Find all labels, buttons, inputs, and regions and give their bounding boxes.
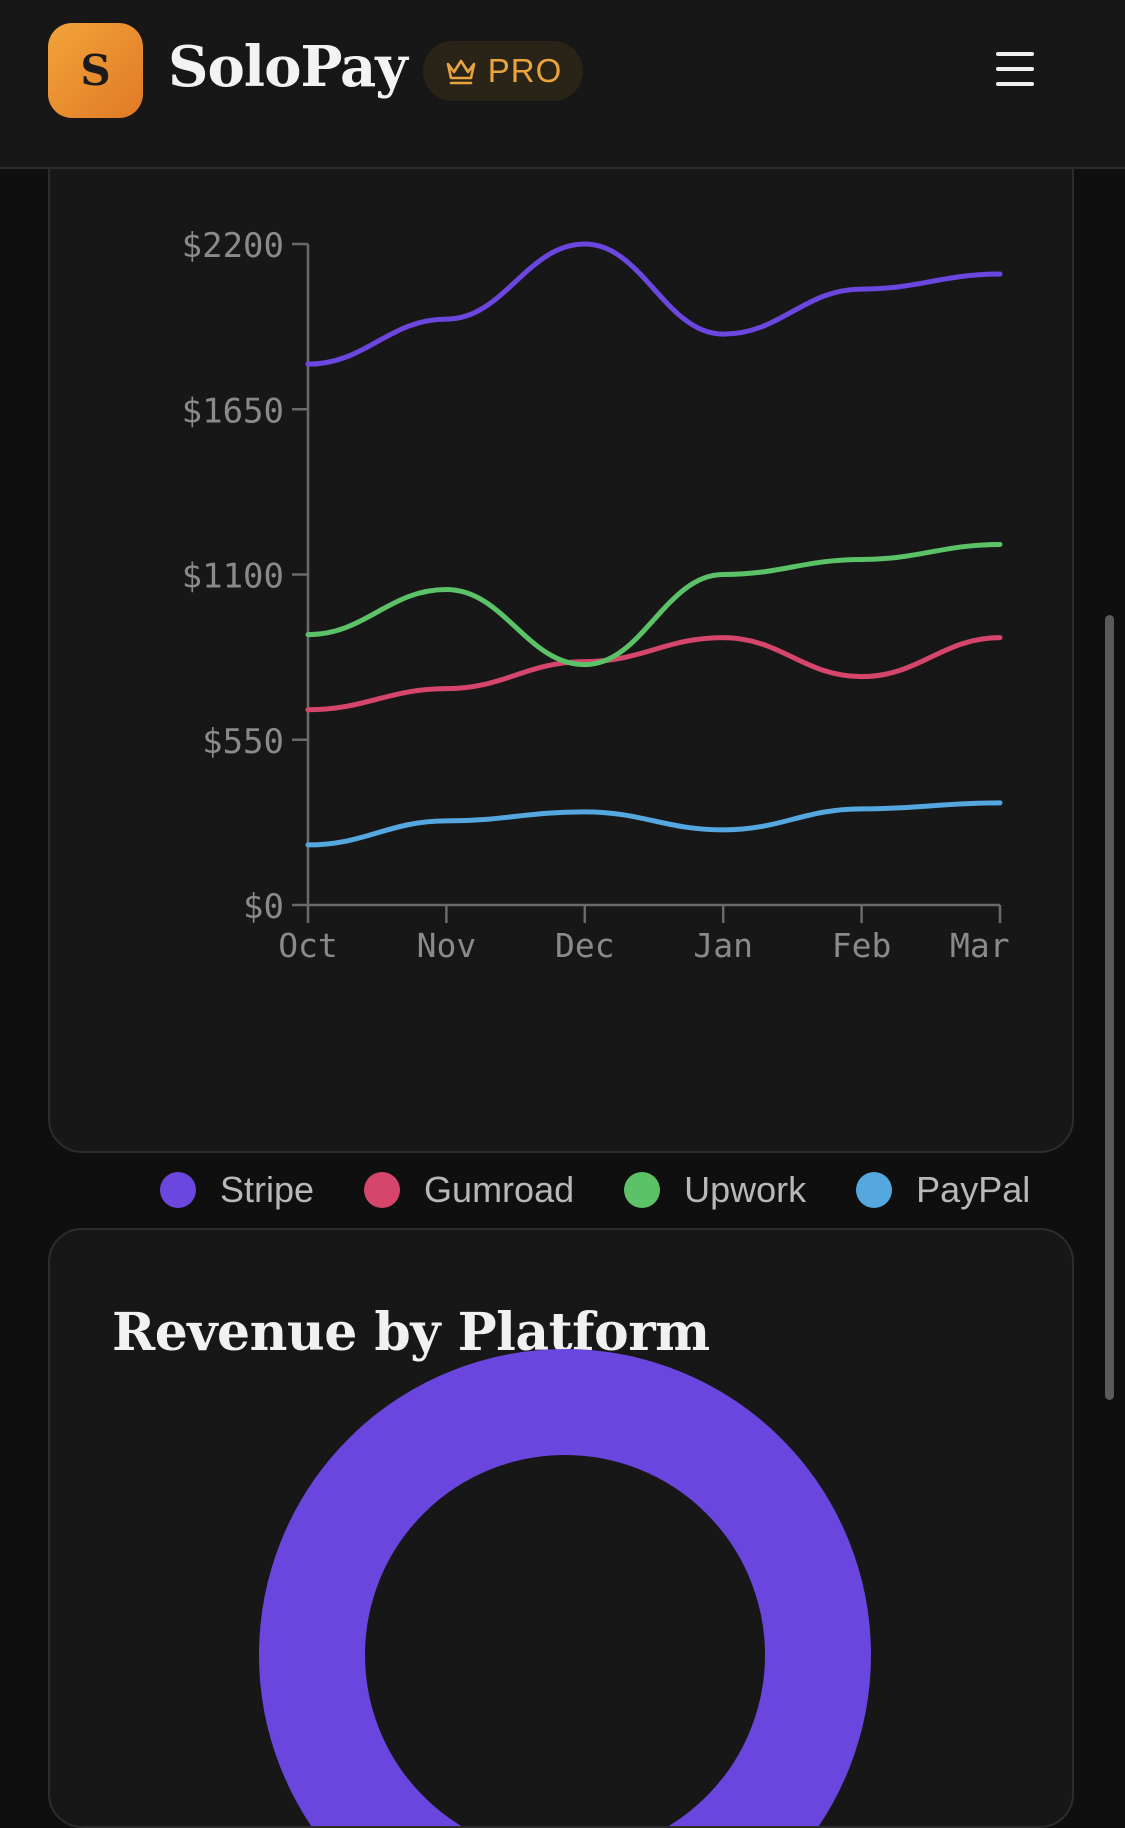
app-logo[interactable]: S — [48, 23, 143, 118]
x-tick-label: Jan — [693, 926, 753, 965]
x-tick-label: Feb — [832, 926, 892, 965]
x-tick-label: Oct — [278, 926, 338, 965]
y-tick-label: $1650 — [182, 391, 284, 431]
legend-label: Upwork — [684, 1169, 807, 1210]
hamburger-icon[interactable] — [996, 52, 1036, 88]
x-tick-label: Dec — [555, 926, 615, 965]
legend-label: PayPal — [916, 1169, 1031, 1210]
pro-badge-label: PRO — [487, 52, 563, 89]
legend-swatch — [856, 1172, 893, 1208]
series-line-gumroad — [305, 635, 1003, 713]
series-line-upwork — [305, 541, 1003, 668]
logo-letter: S — [80, 46, 111, 95]
legend-swatch — [624, 1172, 661, 1208]
app-name: SoloPay — [168, 34, 408, 100]
series-line-stripe — [305, 241, 1003, 367]
x-tick-label: Nov — [417, 926, 477, 965]
scrollbar[interactable] — [1105, 615, 1114, 1400]
pro-badge: PRO — [423, 41, 583, 101]
y-tick-label: $2200 — [182, 226, 284, 266]
y-tick-label: $550 — [202, 722, 284, 762]
legend-item-gumroad[interactable]: Gumroad — [364, 1169, 574, 1211]
donut-segment[interactable] — [259, 1349, 871, 1828]
x-tick-label: Mar — [950, 926, 1010, 965]
legend-label: Gumroad — [424, 1169, 575, 1210]
revenue-trend-card: $0 $550 $1100 $1650 $2200 Oct Nov Dec Jan Feb Mar … — [48, 120, 1074, 1210]
legend-item-upwork[interactable]: Upwork — [624, 1169, 806, 1211]
legend-swatch — [160, 1172, 196, 1208]
platform-donut-chart — [259, 1349, 871, 1828]
line-chart: $0 $550 $1100 $1650 $2200 Oct Nov Dec Jan Feb Mar — [182, 226, 1010, 965]
chart-legend: Stripe Gumroad Upwork PayPal — [160, 1165, 1080, 1215]
top-app-bar: S SoloPay PRO — [0, 0, 1125, 169]
crown-icon — [446, 59, 476, 85]
legend-label: Stripe — [220, 1169, 315, 1210]
series-line-paypal — [305, 800, 1003, 848]
revenue-by-platform-card: Revenue by Platform — [48, 1228, 1074, 1828]
legend-item-stripe[interactable]: Stripe — [160, 1169, 314, 1211]
legend-item-paypal[interactable]: PayPal — [856, 1169, 1030, 1211]
y-tick-label: $0 — [243, 887, 284, 927]
legend-swatch — [364, 1172, 401, 1208]
y-tick-label: $1100 — [182, 557, 284, 597]
